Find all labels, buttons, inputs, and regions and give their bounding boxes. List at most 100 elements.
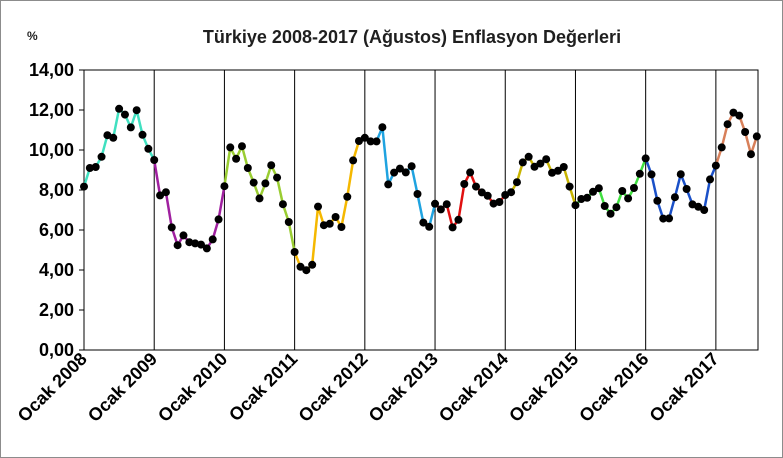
data-point [565,182,574,191]
data-point [559,163,568,171]
data-point [273,173,282,182]
data-point [495,198,504,206]
y-tick-label: 8,00 [39,180,74,200]
data-point [670,193,679,202]
data-points [80,104,761,275]
data-point [589,187,598,196]
y-tick-label: 14,00 [29,60,74,80]
data-point [413,190,422,198]
data-point [723,120,732,129]
data-point [594,184,603,193]
data-point [553,166,562,175]
data-point [249,178,258,187]
data-point [156,191,165,200]
data-point [302,266,311,275]
data-point [536,159,545,168]
data-point [512,178,521,187]
x-tick-label: Ocak 2009 [84,349,161,426]
x-tick-label: Ocak 2011 [225,349,301,425]
x-tick-label: Ocak 2015 [505,349,582,426]
data-point [659,214,668,223]
y-tick-label: 10,00 [29,140,74,160]
data-point [629,184,638,192]
data-point [179,231,188,240]
data-point [80,182,88,191]
data-point [278,200,287,209]
data-point [267,161,276,170]
data-point [477,188,486,197]
x-tick-label: Ocak 2012 [295,349,372,426]
data-point [331,213,340,221]
data-point [395,164,404,173]
data-point [741,128,750,136]
data-point [431,199,440,208]
data-point [542,155,551,164]
data-point [647,170,656,179]
data-point [208,235,217,244]
data-point [612,203,621,212]
data-point [606,209,615,218]
y-tick-labels: 0,00 2,00 4,00 6,00 8,00 10,00 12,00 14,00 [29,60,74,360]
data-point [144,144,153,153]
data-point [126,123,135,132]
data-point [583,193,592,202]
data-point [706,175,715,184]
data-point [150,156,159,164]
data-point [284,218,293,226]
data-point [571,201,580,210]
y-tick-label: 4,00 [39,260,74,280]
data-point [735,111,744,120]
y-tick-label: 0,00 [39,340,74,360]
data-point [214,215,223,224]
data-point [354,137,363,145]
y-tick-label: 6,00 [39,220,74,240]
data-point [407,162,416,171]
plot-area-border [83,69,759,351]
data-point [471,182,480,191]
data-point [454,215,463,224]
x-tick-label: Ocak 2017 [646,349,723,426]
data-point [711,161,720,170]
data-point [425,222,434,231]
data-point [202,244,211,253]
data-point [624,194,633,203]
data-point [97,152,106,161]
data-point [109,133,118,142]
data-point [419,218,428,227]
x-tick-label: Ocak 2008 [14,349,91,426]
data-point [466,168,475,177]
data-point [232,154,241,163]
data-point [752,132,761,141]
data-point [343,192,352,201]
data-point [665,214,674,223]
data-point [366,137,375,146]
data-point [600,202,609,210]
data-point [237,142,246,151]
data-point [700,206,709,214]
series-line-2008 [82,107,156,187]
data-point [173,241,182,250]
data-point [138,130,147,139]
data-point [91,163,100,171]
data-point [676,170,685,179]
data-point [372,137,381,146]
data-point [442,200,451,209]
data-point [167,223,176,232]
data-point [401,168,410,177]
unit-label: % [27,29,38,43]
chart-title: Türkiye 2008-2017 (Ağustos) Enflasyon De… [203,27,621,47]
data-point [161,188,170,197]
data-point [436,205,445,214]
x-tick-label: Ocak 2016 [575,349,652,426]
data-point [682,185,691,193]
data-point [132,106,141,115]
data-point [717,143,726,152]
data-point [197,240,206,249]
x-tick-label: Ocak 2014 [435,349,512,426]
data-point [384,180,393,189]
data-point [255,194,264,203]
data-point [483,191,492,200]
y-tick-label: 2,00 [39,300,74,320]
